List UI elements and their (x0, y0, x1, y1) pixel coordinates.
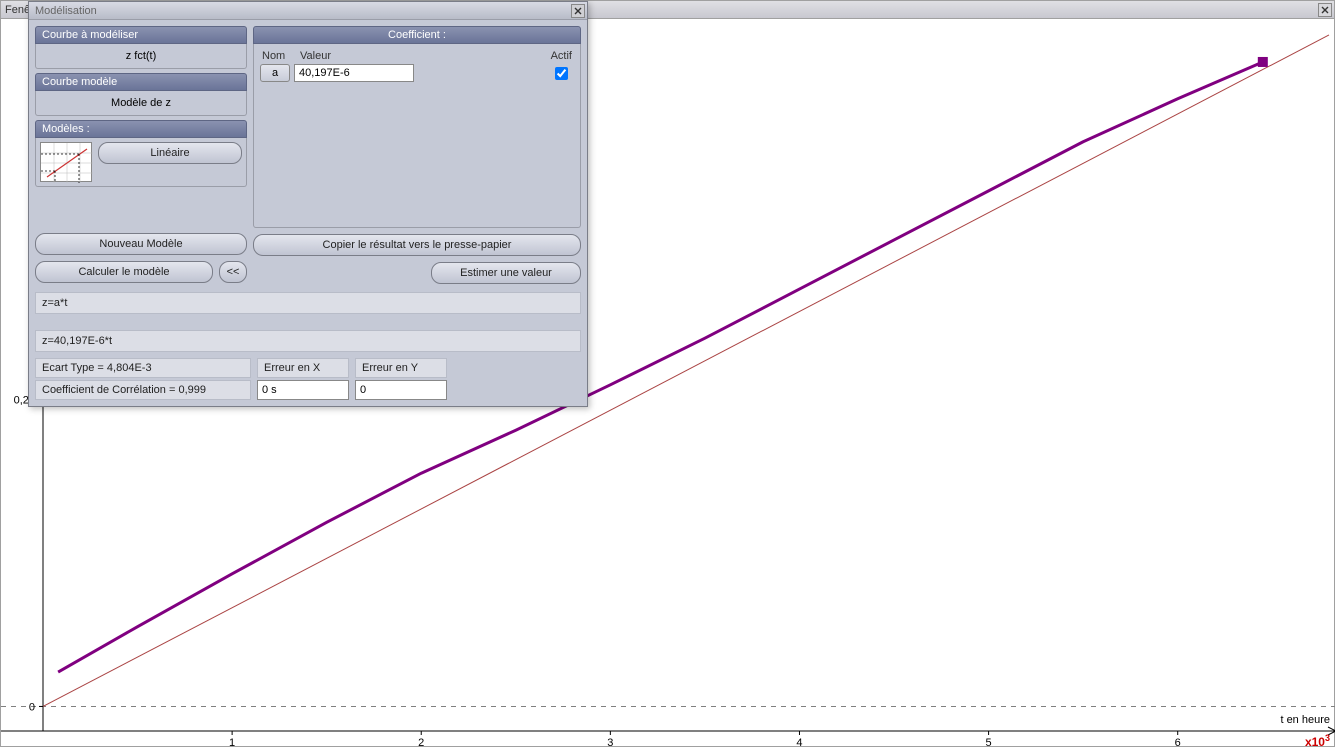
col-nom: Nom (262, 50, 296, 62)
coeff-name[interactable]: a (260, 64, 290, 82)
estimate-value-button[interactable]: Estimer une valeur (431, 262, 581, 284)
new-model-button[interactable]: Nouveau Modèle (35, 233, 247, 255)
coeff-value-input[interactable] (294, 64, 414, 82)
calc-row: Calculer le modèle << (35, 261, 247, 283)
linear-thumb-icon (41, 143, 93, 183)
spacer (35, 191, 247, 229)
col-actif: Actif (532, 50, 572, 62)
dialog-title-text: Modélisation (35, 5, 97, 17)
svg-text:1: 1 (229, 737, 235, 748)
dialog-close-button[interactable] (571, 4, 585, 18)
svg-text:5: 5 (986, 737, 992, 748)
dialog-titlebar[interactable]: Modélisation (29, 2, 587, 20)
stats-row-2: Coefficient de Corrélation = 0,999 (35, 380, 581, 400)
main-title-text: Fenê (5, 4, 30, 16)
formula-generic: z=a*t (35, 292, 581, 314)
models-body: Linéaire (35, 138, 247, 187)
svg-text:6: 6 (1175, 737, 1181, 748)
svg-text:4: 4 (796, 737, 802, 748)
models-header: Modèles : (35, 120, 247, 138)
model-curve-header: Courbe modèle (35, 73, 247, 91)
curve-to-model-value[interactable]: z fct(t) (35, 44, 247, 69)
svg-text:x103: x103 (1305, 733, 1330, 748)
curve-to-model-header: Courbe à modéliser (35, 26, 247, 44)
svg-text:t en heure: t en heure (1280, 714, 1330, 726)
left-column: Courbe à modéliser z fct(t) Courbe modèl… (35, 26, 247, 284)
coefficient-columns: Nom Valeur Actif (260, 50, 574, 64)
curve-to-model-section: Courbe à modéliser z fct(t) (35, 26, 247, 69)
coefficient-header: Coefficient : (253, 26, 581, 44)
estimate-row: Estimer une valeur (253, 262, 581, 284)
col-valeur: Valeur (296, 50, 532, 62)
right-column: Coefficient : Nom Valeur Actif a C (253, 26, 581, 284)
correlation-box: Coefficient de Corrélation = 0,999 (35, 380, 251, 400)
ecart-type-box: Ecart Type = 4,804E-3 (35, 358, 251, 378)
model-curve-value[interactable]: Modèle de z (35, 91, 247, 116)
model-thumbnail[interactable] (40, 142, 92, 182)
close-icon (574, 7, 582, 15)
model-curve-section: Courbe modèle Modèle de z (35, 73, 247, 116)
linear-model-button[interactable]: Linéaire (98, 142, 242, 164)
models-section: Modèles : (35, 120, 247, 187)
err-x-input[interactable] (257, 380, 349, 400)
close-icon (1321, 6, 1329, 14)
err-x-label: Erreur en X (257, 358, 349, 378)
err-y-label: Erreur en Y (355, 358, 447, 378)
svg-text:0: 0 (29, 701, 35, 713)
svg-text:2: 2 (418, 737, 424, 748)
main-window: Fenê 00,25123456t en heurex103 Modélisat… (0, 0, 1335, 747)
err-y-input[interactable] (355, 380, 447, 400)
svg-text:3: 3 (607, 737, 613, 748)
coefficient-row: a (260, 64, 574, 82)
dialog-body: Courbe à modéliser z fct(t) Courbe modèl… (29, 20, 587, 290)
coefficient-body: Nom Valeur Actif a (253, 44, 581, 228)
calculate-model-button[interactable]: Calculer le modèle (35, 261, 213, 283)
collapse-button[interactable]: << (219, 261, 247, 283)
formula-numeric: z=40,197E-6*t (35, 330, 581, 352)
stats-row-1: Ecart Type = 4,804E-3 Erreur en X Erreur… (35, 358, 581, 378)
main-close-button[interactable] (1318, 3, 1332, 17)
modelisation-dialog[interactable]: Modélisation Courbe à modéliser z fct(t)… (28, 1, 588, 407)
copy-result-button[interactable]: Copier le résultat vers le presse-papier (253, 234, 581, 256)
dialog-lower: z=a*t z=40,197E-6*t Ecart Type = 4,804E-… (29, 292, 587, 406)
coeff-active-checkbox[interactable] (555, 67, 568, 80)
